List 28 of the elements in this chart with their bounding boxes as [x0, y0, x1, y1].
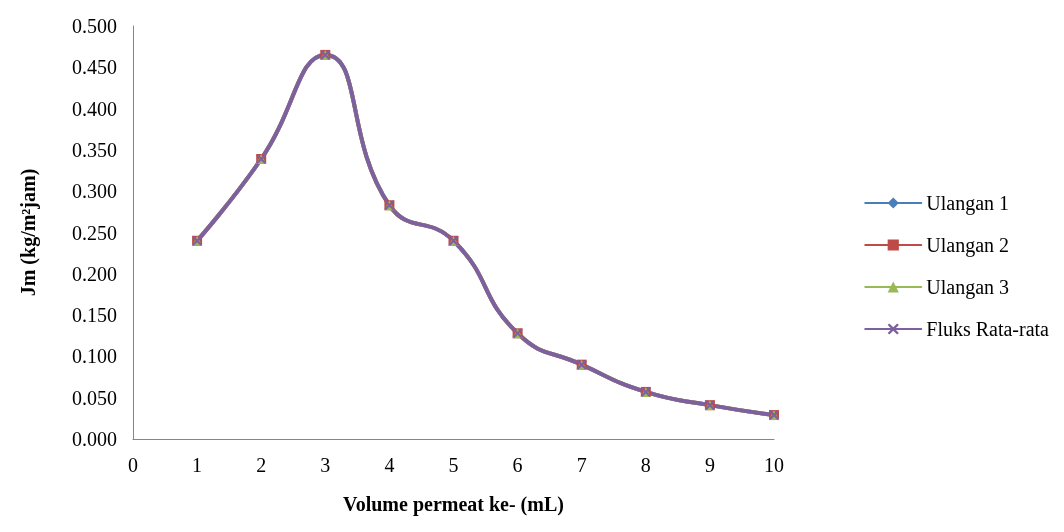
y-axis-title: Jm (kg/m²jam)	[17, 168, 40, 297]
x-tick-label: 1	[192, 454, 203, 476]
x-tick-label: 7	[576, 454, 587, 476]
x-tick-label: 8	[640, 454, 651, 476]
y-tick-label: 0.400	[72, 97, 117, 120]
x-tick-label: 5	[448, 454, 459, 476]
x-tick-label: 3	[320, 454, 331, 476]
x-axis-title: Volume permeat ke- (mL)	[343, 493, 564, 516]
legend-label: Ulangan 2	[926, 234, 1010, 257]
x-tick-label: 4	[384, 454, 395, 476]
y-tick-label: 0.250	[72, 221, 117, 244]
x-tick-label: 0	[128, 454, 138, 476]
x-tick-label: 9	[704, 454, 715, 476]
y-tick-label: 0.000	[72, 428, 117, 450]
legend-label: Fluks Rata-rata	[926, 318, 1050, 340]
legend-label: Ulangan 1	[926, 192, 1010, 215]
x-tick-label: 2	[256, 454, 267, 476]
y-tick-label: 0.050	[72, 386, 117, 409]
y-tick-label: 0.100	[72, 345, 117, 368]
x-tick-label: 10	[764, 454, 784, 476]
y-tick-label: 0.450	[72, 56, 117, 79]
y-tick-label: 0.200	[72, 262, 117, 285]
y-tick-label: 0.150	[72, 304, 117, 327]
x-tick-label: 6	[512, 454, 523, 476]
y-tick-label: 0.300	[72, 180, 117, 203]
y-tick-label: 0.350	[72, 138, 117, 161]
y-tick-label: 0.500	[72, 15, 117, 37]
legend-label: Ulangan 3	[926, 276, 1010, 299]
